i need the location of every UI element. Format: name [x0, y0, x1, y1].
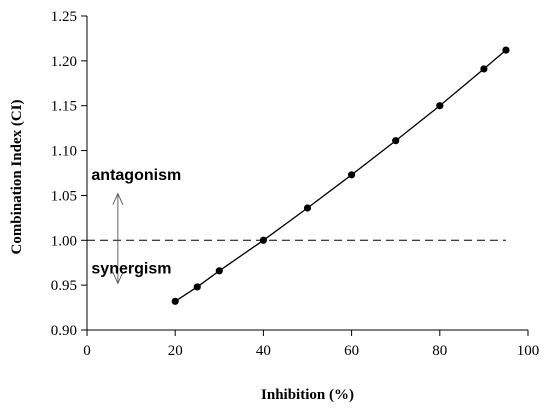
annotation-synergism: synergism: [91, 260, 171, 277]
y-tick-label: 1.25: [51, 9, 77, 25]
data-point: [348, 171, 356, 179]
x-tick-label: 0: [83, 343, 91, 359]
up-arrow-icon: [112, 192, 124, 205]
data-point: [392, 137, 400, 145]
y-tick-label: 1.00: [51, 233, 77, 249]
axes: [86, 16, 528, 331]
x-tick-label: 40: [256, 343, 271, 359]
y-tick-label: 1.15: [51, 99, 77, 115]
ci-series-line: [174, 49, 507, 302]
data-point: [480, 65, 488, 73]
down-arrow-icon: [112, 272, 124, 285]
data-point: [215, 267, 223, 275]
x-tick-label: 60: [344, 343, 359, 359]
x-axis-title: Inhibition (%): [261, 387, 354, 403]
annotation-antagonism: antagonism: [91, 167, 181, 184]
y-tick-label: 0.90: [51, 323, 77, 339]
x-tick-label: 100: [517, 343, 540, 359]
x-tick-label: 80: [432, 343, 447, 359]
y-tick-label: 1.10: [51, 144, 77, 160]
x-ticks: 0 20 40 60 80 100: [83, 330, 539, 359]
y-tick-label: 1.20: [51, 54, 77, 70]
data-point: [436, 102, 444, 110]
y-axis-title: Combination Index (CI): [9, 99, 25, 254]
x-tick-label: 20: [168, 343, 183, 359]
data-point: [502, 46, 510, 54]
y-tick-label: 0.95: [51, 278, 77, 294]
annotations: antagonism synergism: [91, 167, 181, 277]
data-point: [303, 204, 312, 212]
direction-arrows: [112, 192, 124, 285]
data-point: [193, 283, 201, 291]
ci-data-points: [171, 46, 510, 305]
y-ticks: 0.90 0.95 1.00 1.05 1.10 1.15 1.20 1.25: [51, 9, 87, 339]
y-tick-label: 1.05: [51, 188, 77, 204]
data-point: [171, 297, 179, 305]
data-point: [259, 236, 267, 244]
